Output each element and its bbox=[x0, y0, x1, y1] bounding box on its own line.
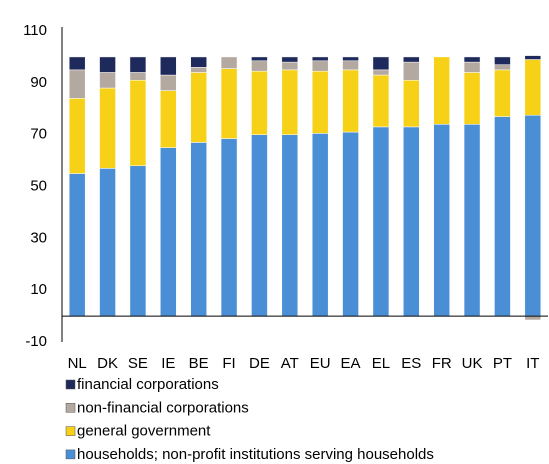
x-tick-label: BE bbox=[189, 355, 209, 372]
bar-segment bbox=[220, 56, 238, 69]
y-tick-label: 50 bbox=[30, 177, 47, 194]
bar-segment bbox=[342, 56, 359, 62]
x-tick-label: EU bbox=[310, 355, 331, 372]
bar-segment bbox=[68, 98, 86, 174]
bar-segment bbox=[220, 138, 238, 317]
bar-segment bbox=[281, 56, 299, 63]
bar-segment bbox=[190, 142, 207, 317]
bar-segment bbox=[403, 126, 420, 317]
bar-segment bbox=[463, 72, 481, 125]
bar-segment bbox=[494, 116, 511, 317]
y-tick-label: 70 bbox=[30, 126, 47, 143]
x-tick-label: EL bbox=[372, 355, 390, 372]
legend-swatch bbox=[65, 379, 76, 390]
bar-segment bbox=[190, 67, 207, 73]
bar-segment bbox=[372, 56, 390, 71]
bar-segment bbox=[433, 56, 450, 125]
bar-segment bbox=[372, 126, 390, 317]
bar-segment bbox=[68, 173, 86, 317]
x-tick-label: IE bbox=[161, 355, 175, 372]
bar-segment bbox=[160, 56, 177, 76]
legend-label: financial corporations bbox=[77, 376, 219, 393]
bar-segment bbox=[524, 59, 542, 116]
y-tick-label: 90 bbox=[30, 74, 47, 91]
bar-segment bbox=[160, 147, 177, 317]
x-tick-label: EA bbox=[341, 355, 361, 372]
legend-label: households; non-profit institutions serv… bbox=[77, 446, 434, 463]
bar-segment bbox=[160, 74, 177, 91]
y-tick-label: -10 bbox=[25, 333, 47, 350]
bar-segment bbox=[494, 64, 511, 71]
bar-segment bbox=[311, 70, 329, 134]
bar-segment bbox=[68, 69, 86, 99]
bar-segment bbox=[251, 56, 268, 62]
x-tick-label: FR bbox=[432, 355, 452, 372]
bar-segment bbox=[190, 56, 207, 68]
bar-segment bbox=[524, 55, 542, 60]
y-tick-label: 10 bbox=[30, 281, 47, 298]
bar-segment bbox=[372, 69, 390, 76]
bar-segment bbox=[251, 134, 268, 317]
x-tick-label: DE bbox=[249, 355, 270, 372]
bar-segment bbox=[99, 87, 116, 169]
bar-segment bbox=[251, 70, 268, 135]
bar-segment bbox=[190, 72, 207, 143]
legend-swatch bbox=[65, 426, 76, 436]
x-tick-label: ES bbox=[401, 355, 421, 372]
bar-segment bbox=[99, 168, 116, 317]
bar-segment bbox=[463, 61, 481, 73]
bar-segment bbox=[129, 72, 147, 81]
x-tick-label: IT bbox=[526, 355, 539, 372]
y-tick-label: 110 bbox=[23, 22, 47, 39]
bar-segment bbox=[220, 68, 238, 139]
bar-segment bbox=[524, 315, 542, 321]
bar-segment bbox=[311, 60, 329, 72]
x-tick-label: DK bbox=[97, 355, 118, 372]
bar-segment bbox=[342, 60, 359, 71]
bar-segment bbox=[372, 74, 390, 128]
y-tick-label: 30 bbox=[30, 229, 47, 246]
bar-segment bbox=[99, 56, 116, 73]
x-tick-label: SE bbox=[128, 355, 148, 372]
bar-segment bbox=[311, 133, 329, 317]
bar-segment bbox=[281, 61, 299, 71]
bar-segment bbox=[403, 61, 420, 81]
bar-segment bbox=[68, 56, 86, 71]
bar-segment bbox=[463, 124, 481, 317]
bar-segment bbox=[281, 134, 299, 317]
x-tick-label: UK bbox=[462, 355, 483, 372]
bar-segment bbox=[463, 56, 481, 63]
bar-segment bbox=[99, 72, 116, 89]
bar-segment bbox=[129, 165, 147, 317]
bar-segment bbox=[129, 56, 147, 73]
bar-segment bbox=[342, 131, 359, 317]
bar-segment bbox=[281, 69, 299, 135]
x-tick-label: PT bbox=[493, 355, 512, 372]
legend-swatch bbox=[65, 449, 76, 460]
bar-segment bbox=[342, 69, 359, 133]
legend-label: non-financial corporations bbox=[77, 399, 249, 416]
bar-segment bbox=[129, 79, 147, 167]
bar-segment bbox=[403, 56, 420, 63]
bar-segment bbox=[403, 79, 420, 128]
bar-segment bbox=[494, 56, 511, 65]
bar-segment bbox=[160, 90, 177, 148]
x-tick-label: NL bbox=[68, 355, 87, 372]
bar-segment bbox=[433, 124, 450, 317]
bar-segment bbox=[494, 69, 511, 117]
legend-swatch bbox=[65, 403, 76, 413]
bar-segment bbox=[524, 114, 542, 317]
bar-segment bbox=[251, 60, 268, 72]
x-tick-label: AT bbox=[281, 355, 299, 372]
legend-label: general government bbox=[77, 423, 211, 440]
x-tick-label: FI bbox=[222, 355, 235, 372]
bar-segment bbox=[311, 56, 329, 62]
